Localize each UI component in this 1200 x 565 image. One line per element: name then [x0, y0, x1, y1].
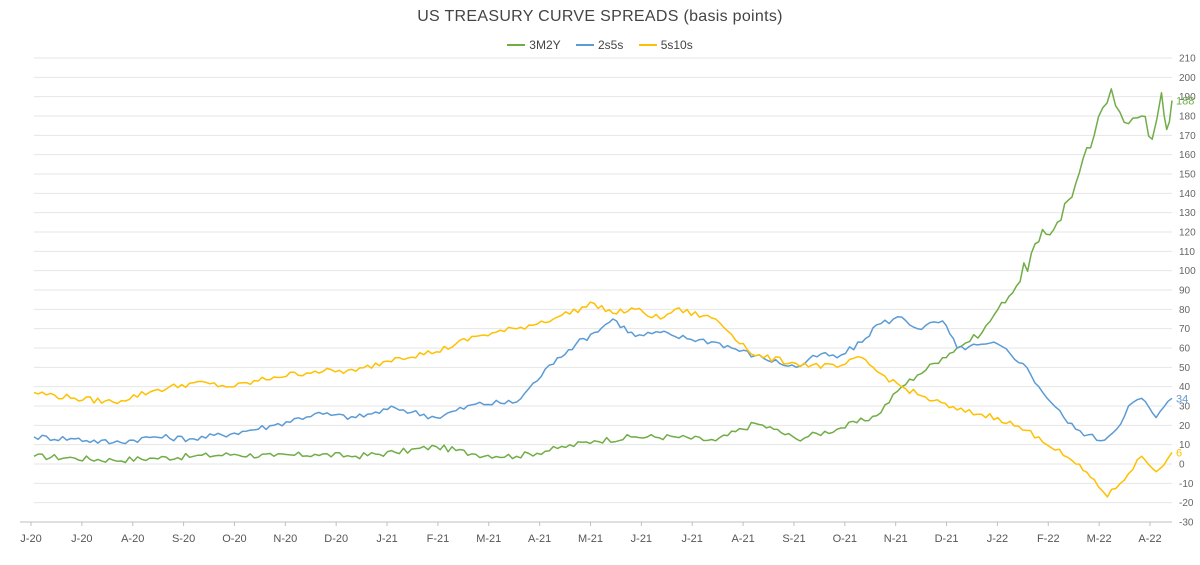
y-tick-label: 120: [1179, 228, 1196, 239]
y-tick-label: 20: [1179, 421, 1191, 432]
legend-label-3m2y: 3M2Y: [529, 38, 561, 52]
x-tick-label: M-22: [1087, 533, 1112, 545]
x-tick-label: M-21: [578, 533, 603, 545]
x-tick-label: J-20: [71, 533, 92, 545]
x-tick-label: F-21: [427, 533, 450, 545]
end-labels: 188 34 6: [1176, 96, 1194, 460]
y-tick-label: 170: [1179, 131, 1196, 142]
series-line-2s5s[interactable]: [33, 316, 1173, 445]
x-tick-label: A-21: [528, 533, 551, 545]
y-tick-label: 160: [1179, 150, 1196, 161]
x-tick-label: A-22: [1138, 533, 1161, 545]
x-tick-label: A-20: [121, 533, 144, 545]
x-tick-label: N-21: [884, 533, 908, 545]
legend-item-3m2y[interactable]: 3M2Y: [507, 38, 561, 52]
y-tick-label: 190: [1179, 92, 1196, 103]
legend-item-2s5s[interactable]: 2s5s: [575, 38, 624, 52]
x-axis: J-20 J-20 A-20 S-20 O-20 N-20 D-20 J-21 F-21 M-21…: [20, 521, 1172, 545]
y-tick-label: 50: [1179, 363, 1191, 374]
chart-legend: 3M2Y 2s5s 5s10s: [0, 38, 1200, 52]
x-tick-label: F-22: [1037, 533, 1060, 545]
y-tick-label: 70: [1179, 324, 1191, 335]
x-tick-label: J-21: [376, 533, 397, 545]
x-tick-label: D-20: [324, 533, 348, 545]
end-label-5s10s: 6: [1176, 447, 1182, 459]
grid-lines: [34, 57, 1172, 523]
legend-swatch-3m2y: [507, 43, 526, 46]
x-tick-label: J-21: [682, 533, 703, 545]
legend-swatch-2s5s: [575, 43, 594, 46]
y-tick-label: 140: [1179, 189, 1196, 200]
x-tick-label: M-21: [476, 533, 501, 545]
y-tick-label: -20: [1179, 498, 1194, 509]
y-tick-label: -10: [1179, 479, 1194, 490]
y-tick-label: 40: [1179, 382, 1191, 393]
y-tick-label: 210: [1179, 54, 1196, 65]
legend-swatch-5s10s: [638, 43, 657, 46]
x-tick-label: J-20: [20, 533, 41, 545]
y-tick-label: 150: [1179, 170, 1196, 181]
x-tick-label: D-21: [935, 533, 959, 545]
series-lines: [33, 88, 1173, 498]
x-tick-label: J-22: [987, 533, 1008, 545]
x-tick-label: O-20: [222, 533, 246, 545]
legend-label-5s10s: 5s10s: [660, 38, 693, 52]
y-tick-label: 180: [1179, 112, 1196, 123]
y-tick-label: 200: [1179, 73, 1196, 84]
x-tick-label: A-21: [731, 533, 754, 545]
x-tick-label: N-20: [273, 533, 297, 545]
y-tick-label: 30: [1179, 402, 1191, 413]
y-tick-label: 0: [1179, 460, 1185, 471]
legend-item-5s10s[interactable]: 5s10s: [638, 38, 693, 52]
x-tick-label: J-21: [631, 533, 652, 545]
y-tick-label: 110: [1179, 247, 1195, 258]
y-tick-label: -30: [1179, 518, 1194, 529]
end-label-2s5s: 34: [1176, 393, 1188, 405]
y-tick-label: 130: [1179, 208, 1196, 219]
y-tick-label: 100: [1179, 266, 1196, 277]
y-tick-label: 10: [1179, 440, 1191, 451]
x-tick-label: S-21: [782, 533, 805, 545]
x-tick-label: S-20: [172, 533, 195, 545]
y-axis: -30 -20 -10 0 10 20 30 40 50 60 70 80 90 100 110 120 130…: [1179, 54, 1196, 529]
chart-title: US TREASURY CURVE SPREADS (basis points): [417, 8, 783, 25]
y-tick-label: 90: [1179, 286, 1191, 297]
x-tick-label: O-21: [833, 533, 857, 545]
y-tick-label: 80: [1179, 305, 1191, 316]
legend-label-2s5s: 2s5s: [597, 38, 624, 52]
y-tick-label: 60: [1179, 344, 1191, 355]
series-line-3m2y[interactable]: [33, 88, 1173, 464]
end-label-3m2y: 188: [1176, 96, 1194, 108]
series-line-5s10s[interactable]: [33, 301, 1173, 498]
